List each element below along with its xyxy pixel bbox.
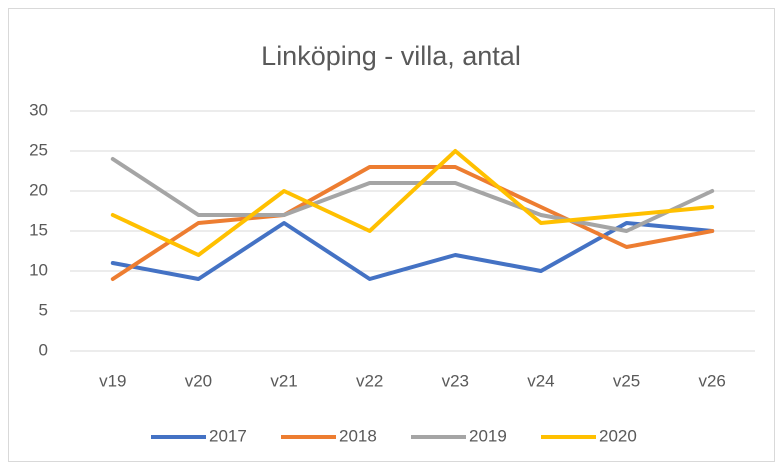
y-tick-label: 30: [29, 100, 48, 119]
series-line: [110, 157, 715, 233]
x-tick-label: v21: [270, 371, 297, 390]
x-tick-label: v22: [356, 371, 383, 390]
x-tick-label: v19: [99, 371, 126, 390]
x-tick-label: v23: [442, 371, 469, 390]
legend-label: 2020: [599, 426, 637, 445]
chart-border: [8, 8, 775, 462]
legend-label: 2018: [339, 426, 377, 445]
legend-label: 2017: [209, 426, 247, 445]
legend-label: 2019: [469, 426, 507, 445]
y-tick-label: 5: [39, 300, 48, 319]
x-tick-label: v24: [527, 371, 554, 390]
y-tick-label: 20: [29, 180, 48, 199]
chart-title: Linköping - villa, antal: [261, 41, 521, 71]
series-line: [110, 165, 715, 281]
y-tick-label: 10: [29, 260, 48, 279]
x-tick-label: v25: [613, 371, 640, 390]
y-tick-label: 0: [39, 340, 48, 359]
series-line: [110, 149, 715, 257]
x-tick-label: v26: [698, 371, 725, 390]
series-line: [110, 221, 715, 281]
x-tick-label: v20: [185, 371, 212, 390]
y-tick-label: 15: [29, 220, 48, 239]
y-tick-label: 25: [29, 140, 48, 159]
